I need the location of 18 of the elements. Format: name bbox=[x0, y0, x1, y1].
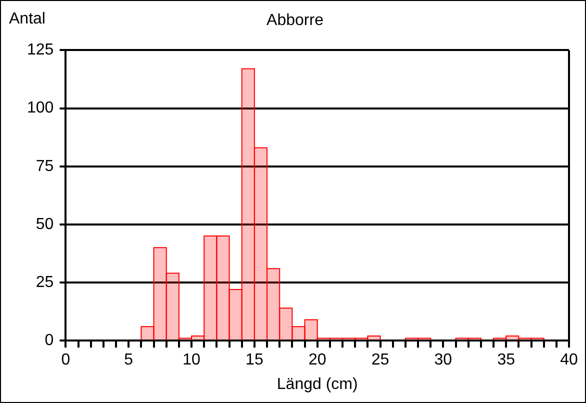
y-axis-title: Antal bbox=[9, 10, 46, 28]
y-tick-label: 75 bbox=[36, 158, 54, 175]
y-tick-label: 100 bbox=[26, 100, 54, 117]
x-tick-label: 5 bbox=[124, 352, 134, 369]
x-tick-label: 35 bbox=[497, 352, 516, 369]
x-tick-label: 20 bbox=[308, 352, 326, 369]
x-tick-label: 15 bbox=[246, 352, 264, 369]
x-tick-label: 30 bbox=[434, 352, 452, 369]
y-tick-label: 125 bbox=[26, 42, 54, 59]
y-tick-label: 0 bbox=[44, 332, 54, 350]
y-tick-label: 50 bbox=[36, 216, 54, 233]
y-tick-label: 25 bbox=[36, 274, 54, 291]
x-axis-title: Längd (cm) bbox=[276, 376, 358, 393]
x-tick-label: 10 bbox=[182, 352, 201, 369]
x-tick-label: 0 bbox=[61, 352, 70, 369]
x-tick-label: 25 bbox=[371, 352, 390, 369]
chart-title: Abborre bbox=[266, 12, 324, 30]
x-tick-label: 40 bbox=[560, 352, 578, 369]
